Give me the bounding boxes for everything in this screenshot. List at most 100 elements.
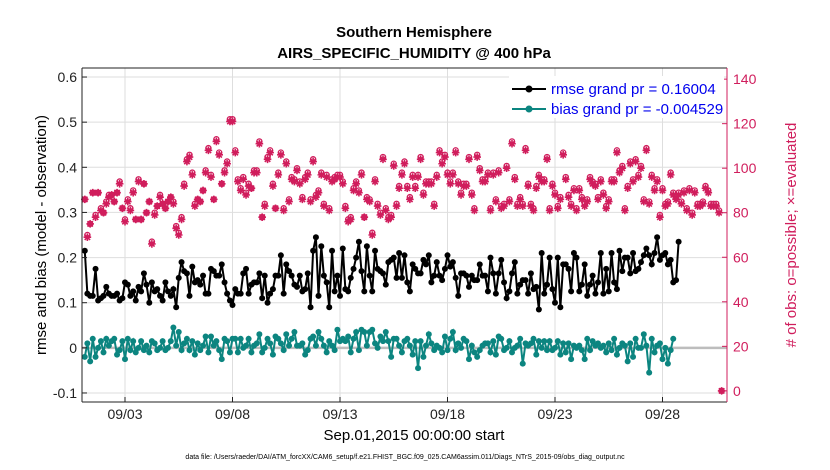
series-1-point-31 — [165, 344, 171, 351]
series-1-point-189 — [589, 338, 596, 345]
series-0-point-86 — [312, 234, 319, 241]
series-1-point-107 — [369, 326, 376, 333]
series-1-point-134 — [441, 333, 448, 340]
series-1-point-49 — [213, 338, 220, 345]
series-0-point-100 — [350, 265, 357, 272]
series-0-point-214 — [656, 256, 663, 263]
series-3-point-154 — [494, 168, 503, 177]
series-1-point-93 — [331, 347, 338, 354]
series-0-point-90 — [323, 279, 330, 286]
series-0-point-30 — [162, 279, 169, 286]
series-1-point-168 — [533, 351, 540, 358]
series-0-point-88 — [318, 243, 325, 250]
series-0-point-173 — [546, 254, 553, 261]
series-3-point-73 — [277, 151, 285, 159]
chart-subtitle: AIRS_SPECIFIC_HUMIDITY @ 400 hPa — [277, 45, 551, 62]
series-3-point-16 — [123, 197, 132, 206]
series-3-point-165 — [524, 182, 532, 190]
series-3-point-226 — [688, 211, 696, 219]
series-3-point-201 — [621, 206, 629, 215]
series-3-point-120 — [403, 184, 412, 193]
series-1-point-92 — [329, 342, 336, 349]
series-0-point-179 — [562, 261, 569, 268]
series-1-point-123 — [412, 338, 419, 345]
series-1-point-211 — [648, 335, 655, 342]
series-0-point-186 — [581, 261, 588, 268]
series-0-point-73 — [277, 252, 284, 259]
series-3-point-144 — [467, 191, 476, 199]
series-3-point-129 — [427, 179, 436, 188]
series-3-point-68 — [263, 155, 272, 164]
series-3-point-175 — [551, 191, 559, 199]
series-1-point-70 — [269, 351, 276, 358]
series-1-point-29 — [159, 338, 166, 345]
series-3-point-90 — [322, 173, 331, 181]
series-0-point-182 — [570, 250, 577, 257]
series-3-point-146 — [473, 153, 481, 161]
series-1-point-121 — [406, 342, 413, 349]
series-1-point-159 — [509, 349, 515, 356]
series-0-point-92 — [329, 247, 336, 254]
series-3-point-25 — [148, 240, 156, 248]
series-3-point-200 — [618, 164, 627, 172]
series-0-point-127 — [423, 261, 429, 268]
series-1-point-202 — [624, 358, 631, 365]
series-0-point-21 — [138, 288, 145, 295]
series-0-point-165 — [525, 290, 532, 297]
series-0-point-28 — [157, 292, 164, 299]
series-0-point-112 — [382, 281, 389, 288]
series-3-point-28 — [156, 193, 164, 201]
series-0-point-22 — [140, 270, 147, 277]
series-1-point-1 — [84, 340, 91, 347]
series-0-point-189 — [589, 272, 596, 279]
series-3-point-132 — [435, 148, 444, 157]
series-3-point-237 — [717, 387, 726, 395]
series-0-point-102 — [355, 238, 362, 245]
series-1-point-177 — [557, 351, 564, 358]
series-0-point-184 — [576, 288, 583, 295]
series-1-point-36 — [178, 347, 185, 354]
series-3-point-116 — [392, 202, 401, 210]
series-0-point-74 — [280, 290, 287, 297]
series-0-point-135 — [444, 252, 451, 259]
series-1-point-9 — [105, 342, 112, 349]
series-1-point-74 — [280, 347, 287, 354]
series-1-point-110 — [377, 333, 384, 340]
series-0-point-12 — [114, 290, 121, 297]
series-3-point-69 — [266, 148, 274, 157]
series-3-point-102 — [355, 188, 363, 197]
series-1-point-173 — [546, 338, 553, 345]
series-3-point-10 — [107, 191, 116, 199]
series-0-point-216 — [662, 250, 669, 257]
series-0-point-137 — [449, 259, 456, 266]
data-file-footnote: data file: /Users/raeder/DAI/ATM_forcXX/… — [185, 454, 625, 461]
series-1-point-112 — [382, 329, 389, 336]
series-1-point-136 — [447, 335, 454, 342]
series-0-point-107 — [369, 288, 376, 295]
series-0-point-115 — [390, 254, 397, 261]
series-3-point-78 — [290, 177, 299, 186]
series-1-point-47 — [208, 333, 214, 340]
series-1-point-191 — [595, 340, 601, 347]
series-0-point-152 — [490, 270, 497, 277]
series-0-point-143 — [466, 283, 472, 290]
series-1-point-212 — [651, 349, 658, 356]
series-3-point-87 — [314, 188, 323, 197]
series-1-point-83 — [304, 347, 311, 354]
series-3-point-150 — [484, 171, 492, 179]
y2-tick-label-0: 0 — [733, 383, 741, 399]
series-0-point-76 — [286, 268, 293, 275]
series-0-point-158 — [506, 288, 513, 295]
series-1-point-18 — [130, 338, 137, 345]
y2-tick-label-5: 100 — [733, 160, 757, 176]
series-3-point-178 — [559, 151, 567, 159]
series-1-point-32 — [167, 338, 174, 345]
series-1-point-203 — [627, 340, 634, 347]
series-0-point-79 — [294, 283, 300, 290]
series-1-point-72 — [275, 335, 282, 342]
series-3-point-185 — [578, 195, 586, 204]
series-0-point-111 — [380, 270, 386, 277]
series-3-point-47 — [207, 173, 215, 181]
series-1-point-7 — [100, 349, 107, 356]
